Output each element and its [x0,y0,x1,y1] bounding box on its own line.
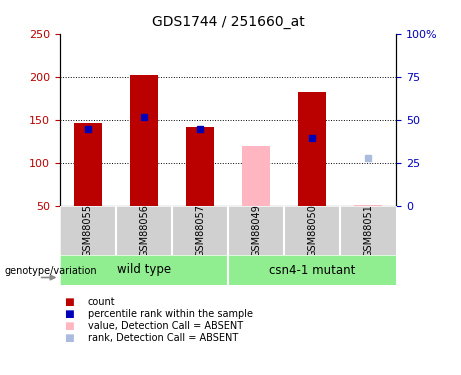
Text: GSM88056: GSM88056 [139,204,149,257]
Text: ■: ■ [65,309,74,319]
Text: GSM88057: GSM88057 [195,204,205,257]
Text: wild type: wild type [117,264,171,276]
Text: ■: ■ [65,297,74,307]
Bar [186,127,214,206]
Bar [242,146,270,206]
Bar [355,204,383,206]
Text: value, Detection Call = ABSENT: value, Detection Call = ABSENT [88,321,242,331]
Text: ■: ■ [65,321,74,331]
Text: GSM88055: GSM88055 [83,204,93,257]
Text: ■: ■ [65,333,74,343]
Text: csn4-1 mutant: csn4-1 mutant [269,264,355,276]
Bar [130,75,158,206]
Bar [74,123,102,206]
Text: GSM88050: GSM88050 [307,204,317,257]
Text: GSM88049: GSM88049 [251,204,261,257]
Text: rank, Detection Call = ABSENT: rank, Detection Call = ABSENT [88,333,238,343]
Text: genotype/variation: genotype/variation [5,266,97,276]
Bar [298,92,326,206]
Text: percentile rank within the sample: percentile rank within the sample [88,309,253,319]
Title: GDS1744 / 251660_at: GDS1744 / 251660_at [152,15,305,28]
Text: GSM88051: GSM88051 [363,204,373,257]
Text: count: count [88,297,115,307]
